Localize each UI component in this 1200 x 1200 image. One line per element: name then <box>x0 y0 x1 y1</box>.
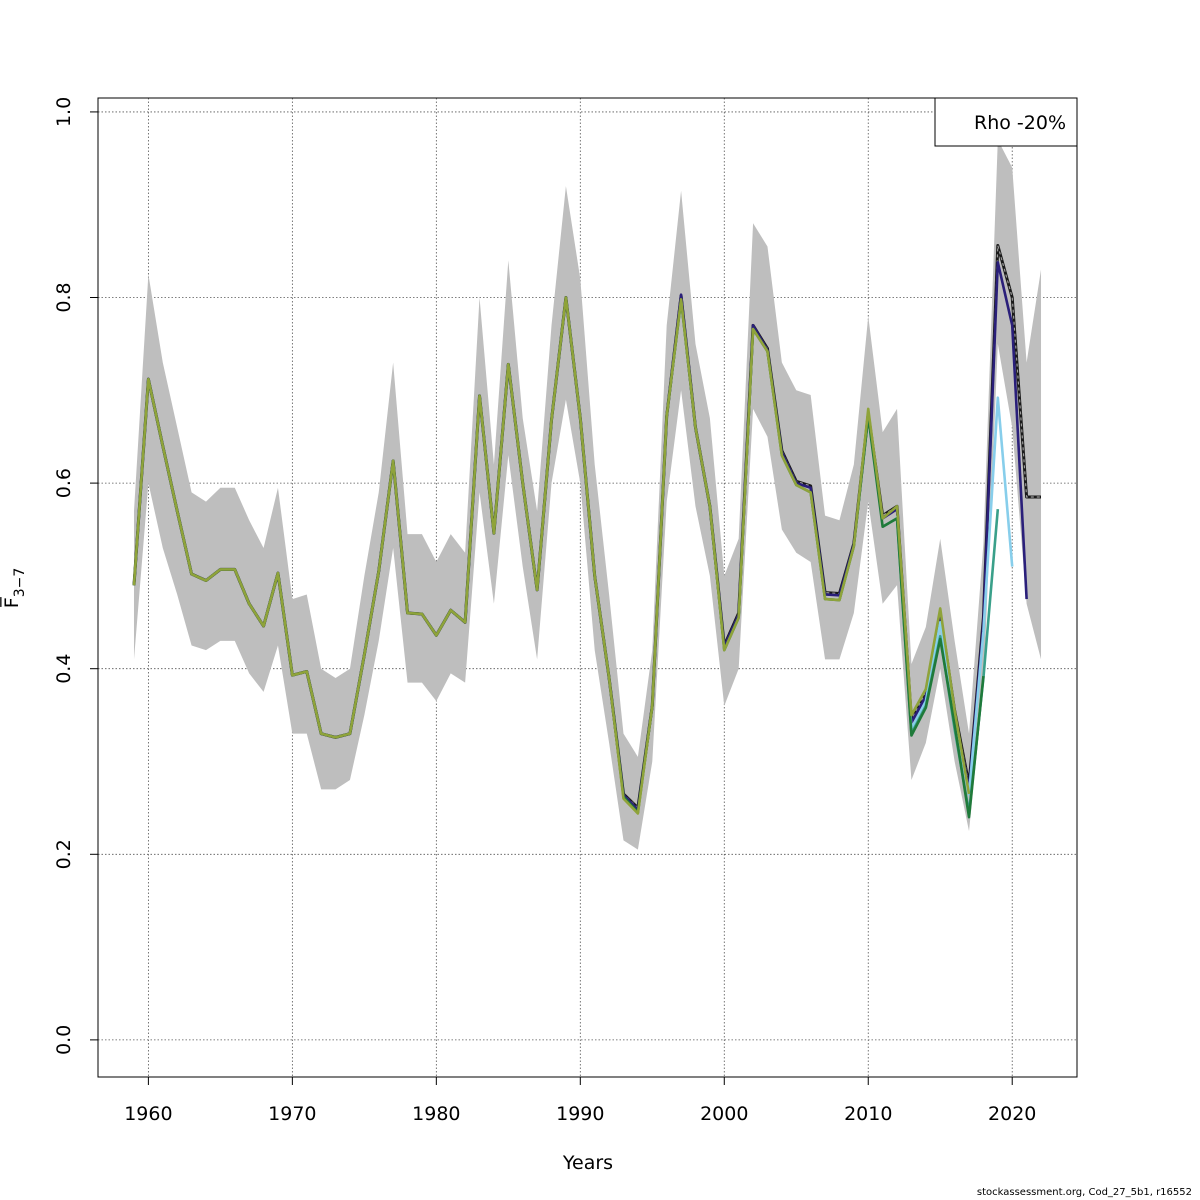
x-tick-label: 2020 <box>988 1103 1036 1125</box>
x-axis-title: Years <box>562 1152 613 1174</box>
svg-text:F̅3−7: F̅3−7 <box>0 568 28 608</box>
x-tick-label: 1960 <box>124 1103 172 1125</box>
series-line-5 <box>132 296 971 815</box>
y-axis: 0.0 0.2 0.4 0.6 0.8 1.0 <box>53 97 99 1055</box>
legend-box <box>934 97 1078 147</box>
legend: Rho -20% <box>934 97 1078 147</box>
series-layer <box>132 244 1042 819</box>
legend-label: Rho -20% <box>974 112 1066 134</box>
x-tick-label: 1970 <box>268 1103 316 1125</box>
x-tick-label: 1990 <box>556 1103 604 1125</box>
y-axis-title-main: F̅ <box>0 596 23 608</box>
y-tick-label: 0.8 <box>53 282 75 312</box>
y-tick-label: 0.6 <box>53 468 75 498</box>
x-tick-label: 1980 <box>412 1103 460 1125</box>
y-tick-label: 0.2 <box>53 839 75 869</box>
footer-note: stockassessment.org, Cod_27_5b1, r16552 <box>976 1187 1192 1198</box>
x-tick-label: 2010 <box>844 1103 892 1125</box>
y-tick-label: 0.4 <box>53 654 75 684</box>
y-axis-title: F̅3−7 <box>0 568 28 608</box>
x-axis: 1960 1970 1980 1990 2000 2010 2020 <box>124 1076 1036 1125</box>
y-tick-label: 0.0 <box>53 1025 75 1055</box>
x-tick-label: 2000 <box>700 1103 748 1125</box>
y-axis-title-sub: 3−7 <box>12 568 28 598</box>
y-tick-label: 1.0 <box>53 97 75 127</box>
